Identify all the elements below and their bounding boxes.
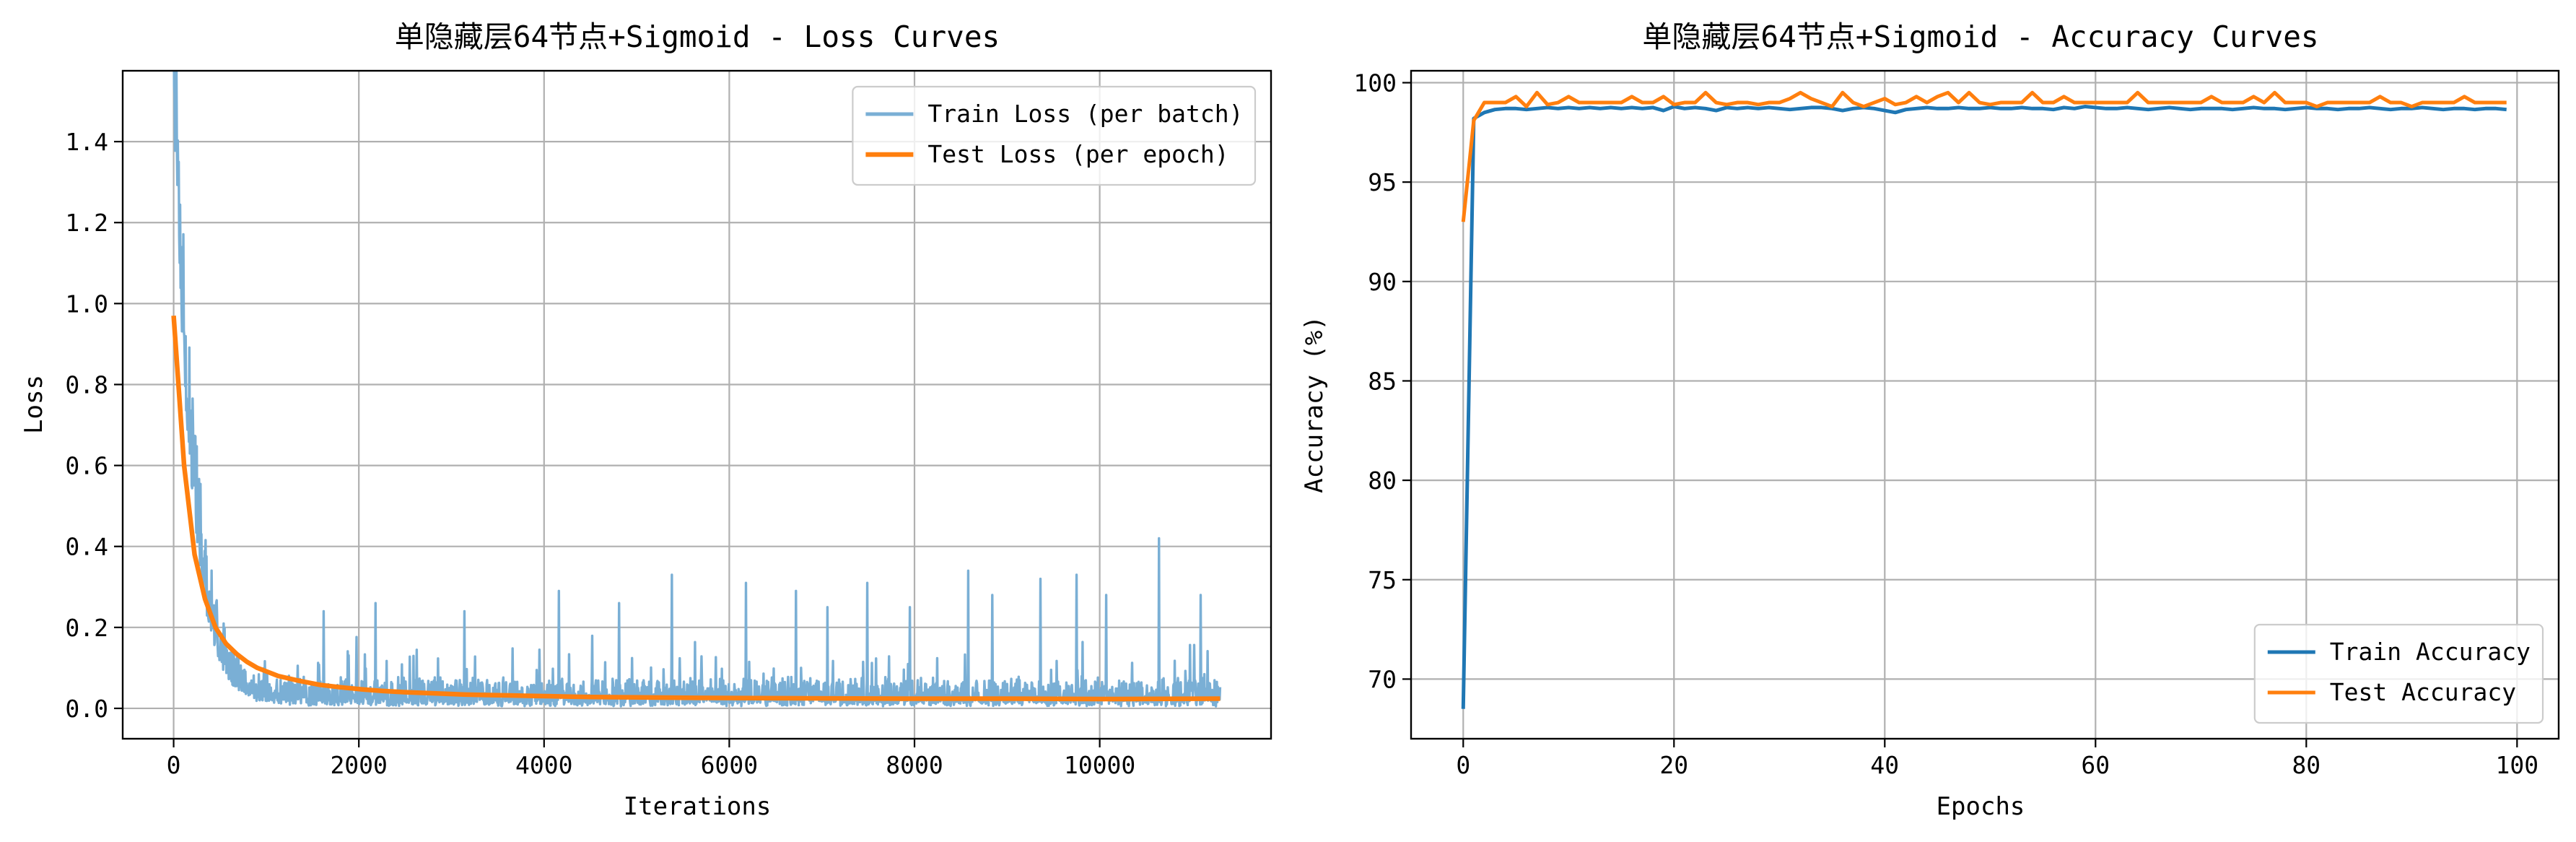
accuracy-chart-title: 单隐藏层64节点+Sigmoid - Accuracy Curves xyxy=(1642,19,2318,54)
y-tick-label: 75 xyxy=(1368,566,1397,594)
x-tick-label: 8000 xyxy=(886,751,943,779)
y-tick-label: 1.2 xyxy=(65,209,108,237)
legend-label: Test Accuracy xyxy=(2330,678,2516,706)
x-tick-label: 0 xyxy=(167,751,181,779)
y-tick-label: 80 xyxy=(1368,466,1397,495)
accuracy-chart-x-axis-label: Epochs xyxy=(1937,792,2025,821)
train-accuracy-line xyxy=(1461,105,2507,709)
y-tick-label: 0.6 xyxy=(65,452,108,480)
loss-chart-y-axis-label: Loss xyxy=(19,375,48,434)
accuracy-chart-y-axis-label: Accuracy (%) xyxy=(1300,316,1329,493)
x-tick-label: 10000 xyxy=(1064,751,1135,779)
loss-chart-title: 单隐藏层64节点+Sigmoid - Loss Curves xyxy=(395,19,1000,54)
loss-chart-ticks: 0 2000 4000 6000 8000 10000 0.0 0.2 0.4 0.6 0.8 1.0… xyxy=(65,128,1135,779)
loss-chart-x-axis-label: Iterations xyxy=(624,792,772,821)
legend-box xyxy=(852,85,1257,186)
loss-chart-grid xyxy=(123,71,1271,739)
accuracy-chart-plot-area xyxy=(1461,90,2507,709)
y-tick-label: 85 xyxy=(1368,367,1397,395)
x-tick-label: 6000 xyxy=(701,751,758,779)
x-tick-label: 60 xyxy=(2081,751,2110,779)
y-tick-label: 100 xyxy=(1353,69,1397,97)
y-tick-label: 1.0 xyxy=(65,290,108,318)
x-tick-label: 4000 xyxy=(515,751,572,779)
accuracy-chart: 单隐藏层64节点+Sigmoid - Accuracy Curves 0 20 40… xyxy=(1300,19,2560,821)
y-tick-label: 70 xyxy=(1368,665,1397,693)
loss-chart-legend: Train Loss (per batch) Test Loss (per epo… xyxy=(852,85,1257,186)
accuracy-chart-grid xyxy=(1411,71,2559,739)
legend-box xyxy=(2253,623,2544,724)
y-tick-label: 1.4 xyxy=(65,128,108,156)
x-tick-label: 40 xyxy=(1870,751,1899,779)
loss-chart-frame xyxy=(121,69,1272,740)
accuracy-chart-ticks: 0 20 40 60 80 100 70 75 80 85 90 95 100 xyxy=(1353,69,2538,779)
y-tick-label: 0.2 xyxy=(65,614,108,642)
x-tick-label: 20 xyxy=(1659,751,1688,779)
x-tick-label: 100 xyxy=(2496,751,2539,779)
legend-label: Test Loss (per epoch) xyxy=(927,140,1228,168)
y-tick-label: 0.0 xyxy=(65,695,108,723)
x-tick-label: 80 xyxy=(2292,751,2320,779)
legend-label: Train Accuracy xyxy=(2330,638,2531,666)
legend-label: Train Loss (per batch) xyxy=(927,100,1243,128)
y-tick-label: 0.8 xyxy=(65,370,108,399)
accuracy-chart-legend: Train Accuracy Test Accuracy xyxy=(2253,623,2544,724)
test-loss-per-epoch-line xyxy=(171,315,1221,702)
loss-chart-plot-area xyxy=(171,71,1222,708)
x-tick-label: 0 xyxy=(1456,751,1470,779)
x-tick-label: 2000 xyxy=(330,751,387,779)
accuracy-chart-frame xyxy=(1410,69,2560,740)
y-tick-label: 0.4 xyxy=(65,533,108,561)
test-accuracy-line xyxy=(1461,90,2507,222)
loss-chart: 单隐藏层64节点+Sigmoid - Loss Curves 0 2000 4000… xyxy=(19,19,1272,821)
y-tick-label: 95 xyxy=(1368,168,1397,196)
y-tick-label: 90 xyxy=(1368,268,1397,296)
